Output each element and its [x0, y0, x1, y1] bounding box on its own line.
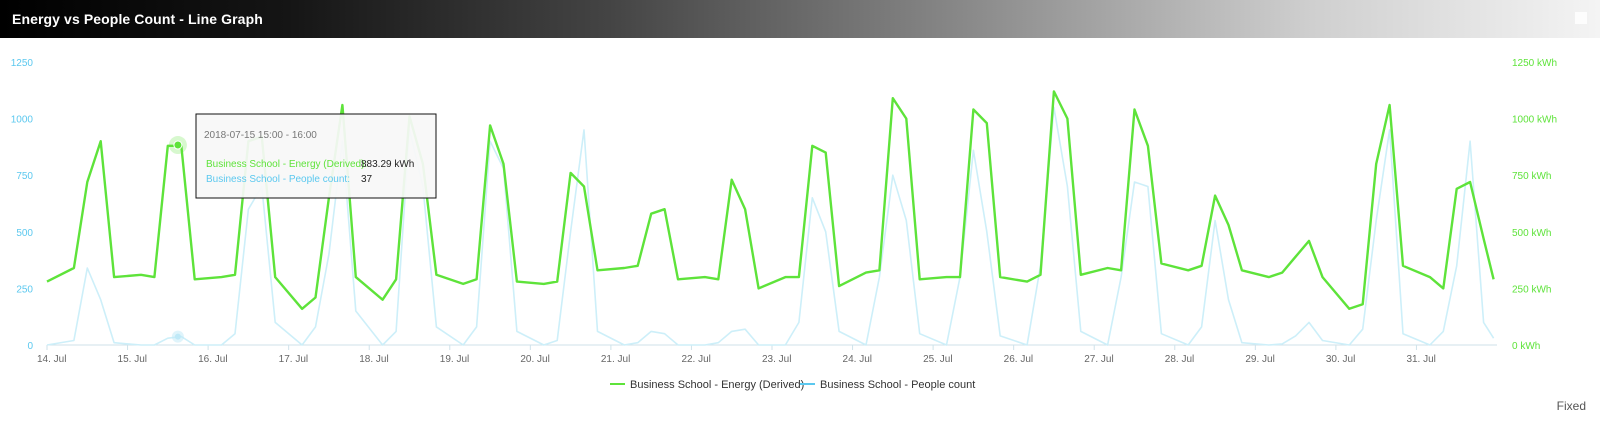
- x-tick-label: 30. Jul: [1326, 354, 1355, 365]
- hover-marker: [168, 136, 187, 343]
- x-tick-label: 29. Jul: [1245, 354, 1274, 365]
- left-y-tick-label: 750: [16, 171, 33, 182]
- x-tick-label: 18. Jul: [359, 354, 388, 365]
- energy-series: [46, 90, 1495, 310]
- legend-item[interactable]: Business School - Energy (Derived): [610, 379, 804, 391]
- tooltip-time: 2018-07-15 15:00 - 16:00: [204, 130, 317, 141]
- right-y-tick-label: 250 kWh: [1512, 284, 1551, 295]
- people-hover-point: [174, 333, 181, 340]
- panel-title: Energy vs People Count - Line Graph: [12, 11, 263, 27]
- line-chart: 14. Jul 15. Jul 16. Jul 17. Jul 18. Jul 19. J…: [11, 58, 1557, 391]
- right-y-tick-label: 500 kWh: [1512, 228, 1551, 239]
- legend-label: Business School - People count: [820, 379, 975, 391]
- panel-menu-icon[interactable]: [1575, 12, 1587, 24]
- x-tick-label: 15. Jul: [118, 354, 147, 365]
- right-y-tick-label: 1250 kWh: [1512, 58, 1557, 69]
- left-y-tick-label: 250: [16, 284, 33, 295]
- x-tick-label: 17. Jul: [279, 354, 308, 365]
- x-tick-label: 20. Jul: [520, 354, 549, 365]
- x-tick-label: 31. Jul: [1406, 354, 1435, 365]
- legend-label: Business School - Energy (Derived): [630, 379, 804, 391]
- energy-hover-point: [173, 140, 183, 150]
- legend-item[interactable]: Business School - People count: [800, 379, 975, 391]
- people-count-series: [46, 106, 1495, 346]
- energy-line: [46, 90, 1495, 310]
- left-y-tick-label: 1000: [11, 115, 34, 126]
- right-y-tick-label: 1000 kWh: [1512, 115, 1557, 126]
- tooltip: 2018-07-15 15:00 - 16:00 Business School …: [195, 113, 437, 199]
- x-tick-label: 19. Jul: [440, 354, 469, 365]
- right-y-tick-label: 0 kWh: [1512, 341, 1540, 352]
- chart-axes: 14. Jul 15. Jul 16. Jul 17. Jul 18. Jul 19. J…: [11, 58, 1557, 365]
- x-tick-label: 25. Jul: [923, 354, 952, 365]
- left-y-tick-label: 0: [27, 341, 33, 352]
- tooltip-row-value: 37: [361, 174, 373, 185]
- panel-header: Energy vs People Count - Line Graph: [0, 0, 1600, 38]
- legend: Business School - Energy (Derived) Busine…: [610, 379, 975, 391]
- x-tick-label: 23. Jul: [762, 354, 791, 365]
- people-count-line: [46, 106, 1495, 346]
- tooltip-row-label: Business School - Energy (Derived):: [206, 159, 367, 170]
- left-y-tick-label: 500: [16, 228, 33, 239]
- left-y-tick-label: 1250: [11, 58, 34, 69]
- x-tick-label: 16. Jul: [198, 354, 227, 365]
- x-tick-label: 21. Jul: [601, 354, 630, 365]
- tooltip-row-label: Business School - People count:: [206, 174, 350, 185]
- right-y-tick-label: 750 kWh: [1512, 171, 1551, 182]
- tooltip-box: [195, 113, 437, 199]
- x-tick-label: 24. Jul: [843, 354, 872, 365]
- x-tick-label: 28. Jul: [1165, 354, 1194, 365]
- fixed-mode-label[interactable]: Fixed: [1556, 399, 1586, 413]
- x-tick-label: 22. Jul: [681, 354, 710, 365]
- x-tick-label: 14. Jul: [37, 354, 66, 365]
- x-tick-label: 27. Jul: [1084, 354, 1113, 365]
- x-tick-label: 26. Jul: [1004, 354, 1033, 365]
- tooltip-row-value: 883.29 kWh: [361, 159, 414, 170]
